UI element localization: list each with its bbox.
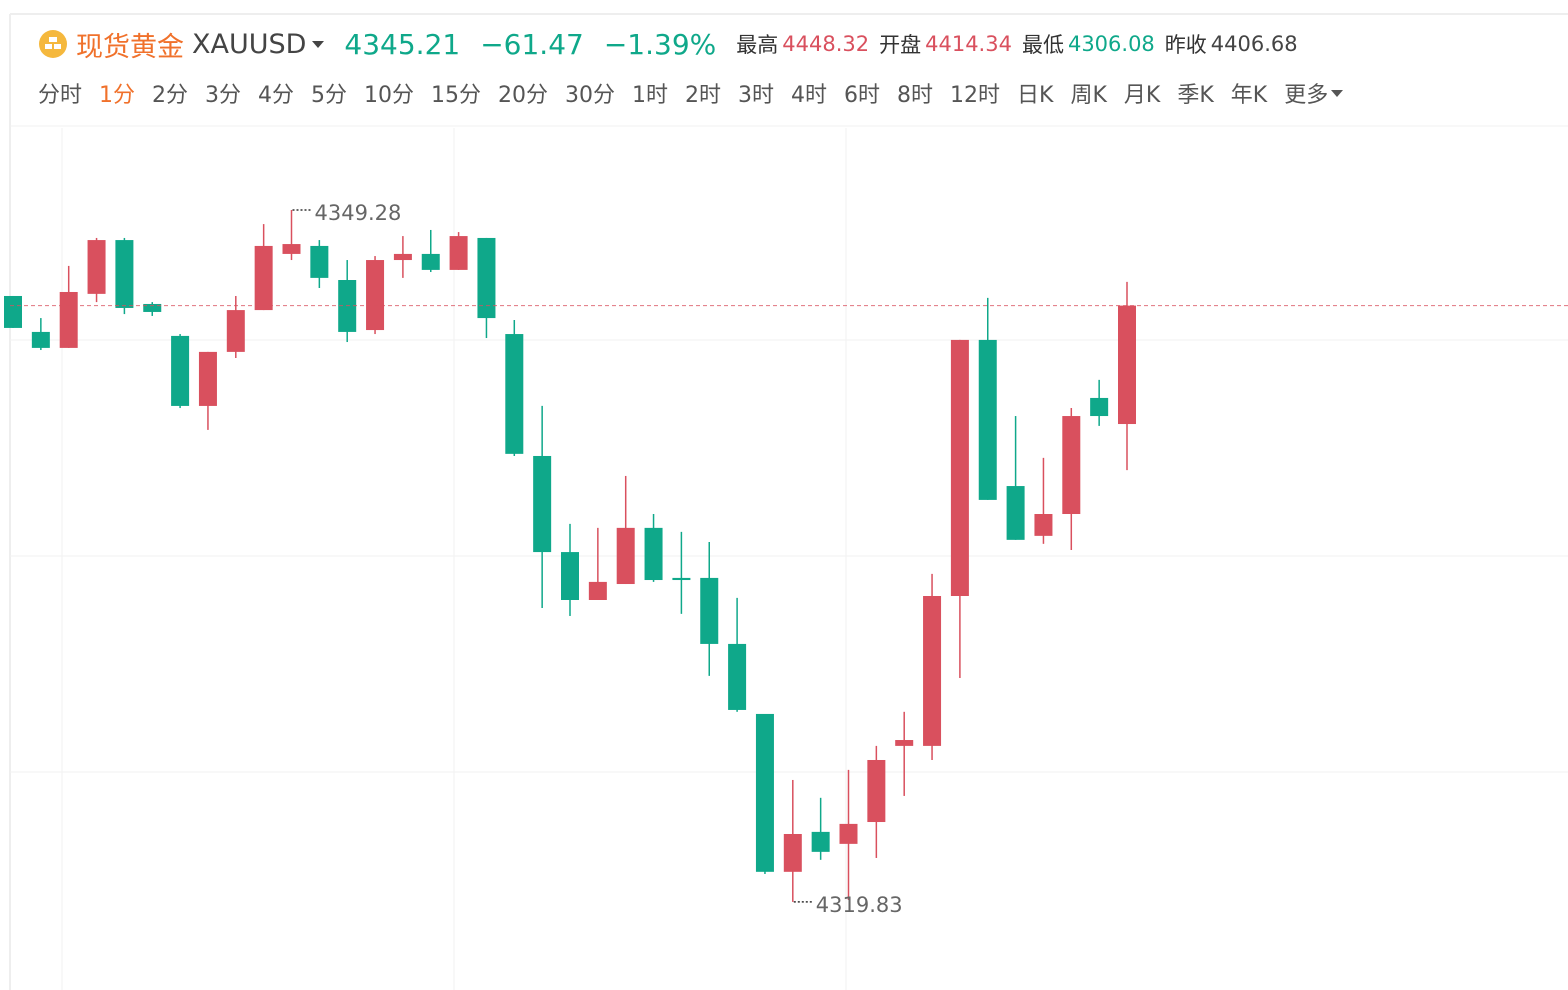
candle-body [282,244,301,254]
change-pct: −1.39% [603,27,717,61]
interval-tab[interactable]: 30分 [565,83,616,108]
candle-body [143,303,162,312]
stat-label: 开盘 [879,33,922,57]
candle-body [393,253,412,261]
max-label: 4349.28 [315,201,402,225]
candle-body [31,331,50,348]
interval-tab[interactable]: 5分 [311,83,348,108]
interval-tab[interactable]: 8时 [897,83,934,108]
interval-tab[interactable]: 20分 [498,83,549,108]
stat-value: 4414.34 [925,32,1012,56]
interval-tab[interactable]: 3时 [738,83,775,108]
interval-tab[interactable]: 1时 [632,83,669,108]
price: 4345.21 [344,27,461,61]
candle-body [171,335,190,406]
interval-tab[interactable]: 更多 [1284,83,1329,108]
interval-tab[interactable]: 2时 [685,83,722,108]
candle-body [978,339,997,500]
candle-body [588,581,607,600]
interval-tab[interactable]: 月K [1123,83,1161,108]
candle-body [895,740,914,746]
candle-body [115,240,134,308]
interval-tab[interactable]: 年K [1230,83,1268,108]
candle-body [226,310,245,352]
candle-body [644,527,663,581]
interval-tab[interactable]: 3分 [205,83,242,108]
symbol-dropdown[interactable] [312,40,325,48]
candle-body [783,833,802,872]
interval-tab[interactable]: 10分 [364,83,415,108]
candle-body [59,291,78,348]
candle-body [700,577,719,644]
candle-body [923,596,942,746]
grid [10,128,1568,990]
quote-header: 现货黄金 XAUUSD 4345.21 −61.47 −1.39% 最高 444… [38,24,1308,64]
candle-body [1034,514,1053,536]
interval-tab[interactable]: 周K [1070,83,1107,108]
interval-tab[interactable]: 日K [1017,83,1054,108]
symbol: XAUUSD [192,28,307,60]
candle-body [254,245,273,311]
candle-body [839,823,858,844]
candle-body [366,260,385,331]
candle-body [1062,416,1081,515]
candle-body [449,236,468,270]
interval-tab[interactable]: 4时 [791,83,828,108]
stat-value: 4306.08 [1067,32,1155,56]
interval-tab[interactable]: 季K [1177,83,1214,108]
stat-value: 4448.32 [782,32,870,56]
candle-body [421,253,440,270]
stat-label: 最低 [1021,33,1064,57]
interval-tab[interactable]: 分时 [38,83,83,108]
candle-body [1090,397,1109,417]
candle-body [87,240,106,294]
candle-body [811,831,830,852]
interval-tabs: 分时 1分 2分 3分 4分 5分 10分 15分 20分 30分 1时 2时 3时 4时 6时 8时 12时日… [38,74,1344,112]
stat-value: 4406.68 [1210,32,1298,56]
candle-body [616,527,635,585]
candle-body [728,643,747,710]
candle-body [672,577,691,581]
candle-body [4,295,22,328]
change: −61.47 [480,27,584,61]
interval-tab[interactable]: 4分 [258,83,295,108]
candle-body [950,339,969,597]
interval-tab[interactable]: 1分 [99,83,136,108]
interval-tab[interactable]: 15分 [431,83,482,108]
interval-tab[interactable]: 6时 [844,83,881,108]
gold-icon [39,30,67,58]
candle-body [198,351,217,406]
candle-body [477,237,496,319]
candle-body [1006,486,1025,540]
candle-body [755,713,774,872]
candle-body [1118,305,1136,425]
candle-body [310,245,329,278]
stat-label: 最高 [736,33,779,57]
candle-body [505,334,524,454]
candle-body [561,552,579,600]
instrument-name: 现货黄金 [76,31,184,63]
candle-body [867,759,886,823]
more-caret[interactable] [1331,89,1344,97]
stat-label: 昨收 [1164,33,1207,57]
interval-tab[interactable]: 2分 [152,83,189,108]
interval-tab[interactable]: 12时 [950,83,1001,108]
candle-body [533,455,552,553]
min-label: 4319.83 [816,893,903,917]
